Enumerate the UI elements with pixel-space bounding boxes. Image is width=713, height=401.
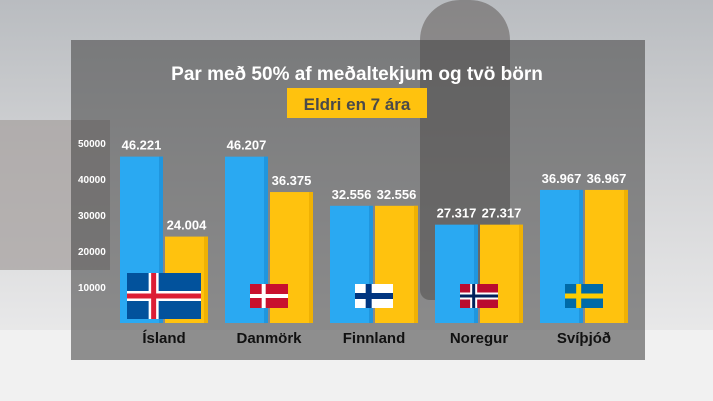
category-label: Danmörk <box>236 330 302 347</box>
category-label: Ísland <box>142 330 185 347</box>
bar-shade <box>414 205 418 323</box>
data-label: 36.967 <box>587 171 627 186</box>
data-label: 27.317 <box>437 206 477 221</box>
category-label: Svíþjóð <box>557 330 611 347</box>
bar-shade <box>579 189 583 323</box>
y-tick-label: 20000 <box>78 247 106 258</box>
data-label: 46.207 <box>227 138 267 153</box>
y-tick-label: 40000 <box>78 175 106 186</box>
bar <box>435 224 478 323</box>
data-label: 32.556 <box>332 187 372 202</box>
subtitle-box <box>287 88 427 118</box>
data-label: 46.221 <box>122 138 162 153</box>
denmark-flag-icon <box>250 284 288 308</box>
y-tick-label: 50000 <box>78 139 106 150</box>
chart-subtitle: Eldri en 7 ára <box>304 95 411 114</box>
bar-shade <box>369 205 373 323</box>
bar-shade <box>309 192 313 323</box>
iceland-flag-icon <box>127 273 201 319</box>
bar-shade <box>519 224 523 323</box>
bar-shade <box>204 236 208 323</box>
data-label: 36.375 <box>272 173 312 188</box>
bar-shade <box>624 189 628 323</box>
y-tick-label: 10000 <box>78 283 106 294</box>
bar <box>480 224 523 323</box>
bar-shade <box>474 224 478 323</box>
sweden-flag-icon <box>565 284 603 308</box>
norway-flag-icon <box>460 284 498 308</box>
data-label: 24.004 <box>167 218 208 233</box>
data-label: 32.556 <box>377 187 417 202</box>
category-labels: Ísland Danmörk Finnland Noregur Svíþjóð <box>142 330 611 347</box>
chart-title: Par með 50% af meðaltekjum og tvö börn <box>171 64 543 85</box>
y-tick-label: 30000 <box>78 211 106 222</box>
data-label: 36.967 <box>542 171 582 186</box>
flags-group <box>127 273 603 319</box>
category-label: Noregur <box>450 330 509 347</box>
bar-shade <box>264 156 268 323</box>
y-axis: 10000 20000 30000 40000 50000 <box>78 139 106 294</box>
finland-flag-icon <box>355 284 393 308</box>
data-label: 27.317 <box>482 206 522 221</box>
category-label: Finnland <box>343 330 406 347</box>
bar-shade <box>159 156 163 323</box>
